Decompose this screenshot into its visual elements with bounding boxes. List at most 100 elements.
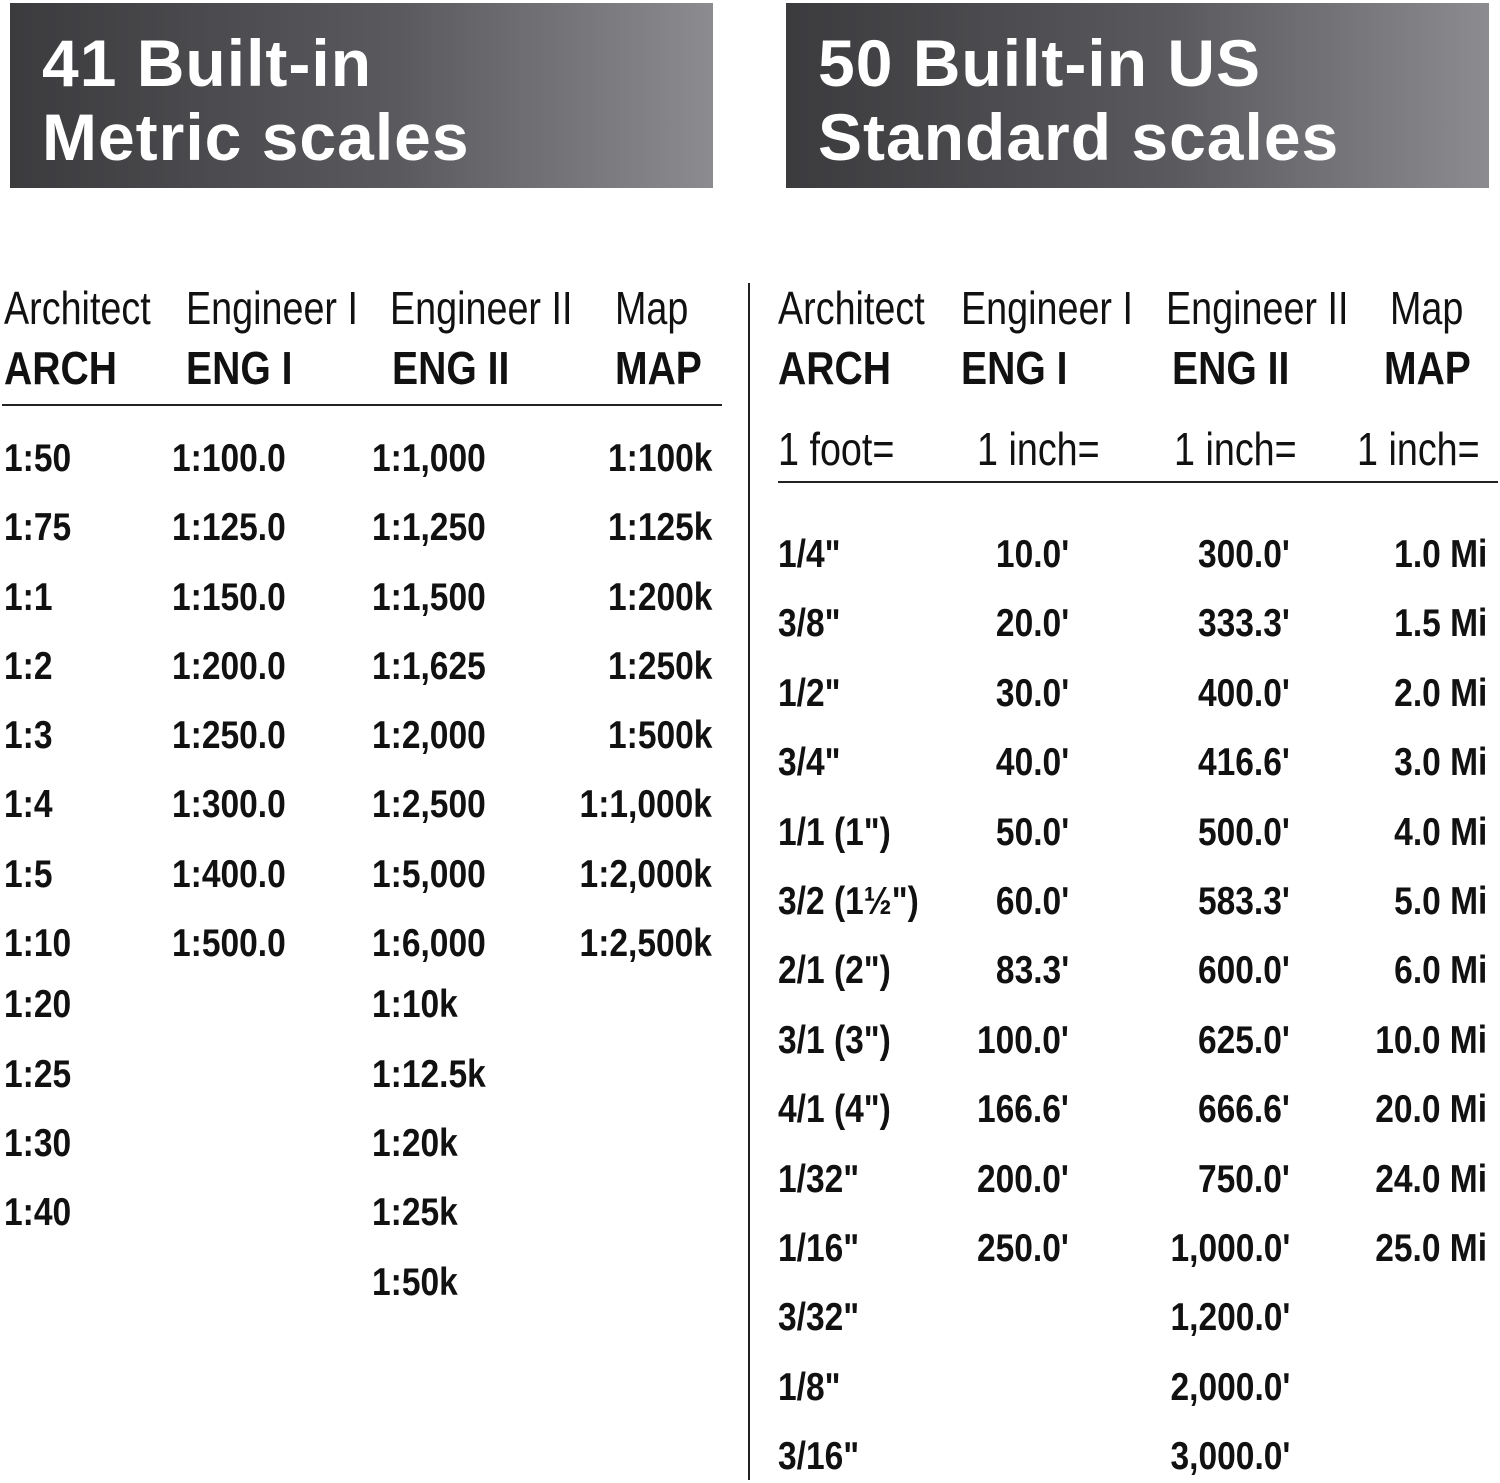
scale-value: 3,000.0' <box>1170 1435 1290 1479</box>
scale-value: 1:1,250 <box>372 506 486 549</box>
scale-value: 1/4" <box>778 533 841 576</box>
column-abbr: ENG II <box>1172 342 1290 394</box>
scale-value: 200.0' <box>977 1157 1069 1201</box>
scale-value: 583.3' <box>1198 880 1290 923</box>
scale-value: 1:50k <box>372 1261 458 1304</box>
scale-value: 30.0' <box>995 671 1069 715</box>
scale-value: 1/8" <box>778 1365 841 1409</box>
scale-value: 1:2,000 <box>372 714 486 757</box>
scale-value: 3/1 (3") <box>778 1018 891 1062</box>
column-header: Engineer I <box>961 282 1133 334</box>
scale-value: 10.0 Mi <box>1375 1018 1487 1062</box>
column-header: Engineer II <box>1166 282 1349 334</box>
scale-value: 1:400.0 <box>172 853 286 896</box>
scale-value: 1:125k <box>607 506 712 549</box>
scale-value: 333.3' <box>1198 602 1290 646</box>
scale-value: 1/16" <box>778 1227 860 1270</box>
scale-value: 3/32" <box>778 1296 860 1340</box>
scale-value: 83.3' <box>995 949 1069 993</box>
scale-value: 1:4 <box>4 783 53 826</box>
us-banner: 50 Built-in US Standard scales <box>786 3 1489 188</box>
scale-value: 750.0' <box>1198 1157 1290 1201</box>
scale-value: 1:50 <box>4 437 72 480</box>
scale-value: 3/4" <box>778 741 841 785</box>
scale-value: 25.0 Mi <box>1375 1227 1487 1270</box>
scale-value: 1:200k <box>607 576 712 619</box>
scale-value: 625.0' <box>1198 1018 1290 1062</box>
column-header: Map <box>1390 282 1464 334</box>
scale-value: 2,000.0' <box>1170 1365 1290 1409</box>
scale-value: 1:2,500k <box>579 922 712 965</box>
scale-value: 1:125.0 <box>172 506 286 549</box>
unit-label: 1 inch= <box>977 423 1100 475</box>
column-abbr: MAP <box>615 342 702 394</box>
unit-label: 1 inch= <box>1174 423 1297 475</box>
scale-value: 1:2,500 <box>372 783 486 826</box>
scale-value: 1:150.0 <box>172 576 286 619</box>
scale-value: 1:6,000 <box>372 922 486 965</box>
scale-value: 3/16" <box>778 1435 860 1479</box>
scale-value: 60.0' <box>995 880 1069 923</box>
scale-value: 400.0' <box>1198 671 1290 715</box>
scale-value: 1:1,500 <box>372 576 486 619</box>
scale-value: 100.0' <box>977 1018 1069 1062</box>
scale-value: 50.0' <box>995 810 1069 854</box>
column-header: Engineer I <box>186 282 358 334</box>
scale-value: 5.0 Mi <box>1393 880 1487 923</box>
scale-value: 2.0 Mi <box>1393 671 1487 715</box>
us-header-divider <box>778 481 1498 483</box>
scale-value: 1:500k <box>607 714 712 757</box>
scale-value: 300.0' <box>1198 533 1290 576</box>
column-header: Engineer II <box>390 282 573 334</box>
column-abbr: ARCH <box>778 342 891 394</box>
column-header: Architect <box>4 282 151 334</box>
column-abbr: ENG II <box>392 342 510 394</box>
scale-value: 1:25k <box>372 1191 458 1234</box>
scale-value: 1:75 <box>4 506 72 549</box>
scale-value: 666.6' <box>1198 1088 1290 1132</box>
us-banner-line2: Standard scales <box>818 100 1340 174</box>
scale-value: 416.6' <box>1198 741 1290 785</box>
scale-value: 20.0' <box>995 602 1069 646</box>
scale-value: 1:10k <box>372 983 458 1026</box>
scale-value: 1:250k <box>607 645 712 688</box>
metric-banner-line1: 41 Built-in <box>42 26 373 100</box>
scale-value: 1:5,000 <box>372 853 486 896</box>
column-abbr: ARCH <box>4 342 117 394</box>
scale-value: 1:2 <box>4 645 53 688</box>
metric-banner: 41 Built-in Metric scales <box>10 3 713 188</box>
scale-value: 1:100.0 <box>172 437 286 480</box>
scale-value: 1:300.0 <box>172 783 286 826</box>
unit-label: 1 inch= <box>1357 423 1480 475</box>
scale-value: 1,200.0' <box>1170 1296 1290 1340</box>
scale-value: 1:200.0 <box>172 645 286 688</box>
scale-value: 1:3 <box>4 714 53 757</box>
section-divider <box>748 283 750 1480</box>
scale-value: 600.0' <box>1198 949 1290 993</box>
scale-value: 1:10 <box>4 922 72 965</box>
metric-banner-line2: Metric scales <box>42 100 470 174</box>
scale-value: 4/1 (4") <box>778 1088 891 1132</box>
scale-value: 6.0 Mi <box>1393 949 1487 993</box>
scale-value: 1:30 <box>4 1122 72 1165</box>
scale-value: 3/2 (1½") <box>778 880 919 923</box>
scale-value: 4.0 Mi <box>1393 810 1487 854</box>
scale-value: 1:1,625 <box>372 645 486 688</box>
scale-value: 2/1 (2") <box>778 949 891 993</box>
scale-value: 1:25 <box>4 1053 72 1096</box>
scale-value: 1:250.0 <box>172 714 286 757</box>
scale-value: 40.0' <box>995 741 1069 785</box>
scale-value: 1:20k <box>372 1122 458 1165</box>
scale-value: 24.0 Mi <box>1375 1157 1487 1201</box>
us-banner-line1: 50 Built-in US <box>818 26 1262 100</box>
scale-value: 3.0 Mi <box>1393 741 1487 785</box>
scale-value: 20.0 Mi <box>1375 1088 1487 1132</box>
scale-value: 1/1 (1") <box>778 810 891 854</box>
scale-value: 250.0' <box>977 1227 1069 1270</box>
column-abbr: ENG I <box>961 342 1068 394</box>
scale-value: 166.6' <box>977 1088 1069 1132</box>
scale-value: 500.0' <box>1198 810 1290 854</box>
column-abbr: ENG I <box>186 342 293 394</box>
scale-value: 1:1 <box>4 576 53 619</box>
scale-value: 1.5 Mi <box>1393 602 1487 646</box>
